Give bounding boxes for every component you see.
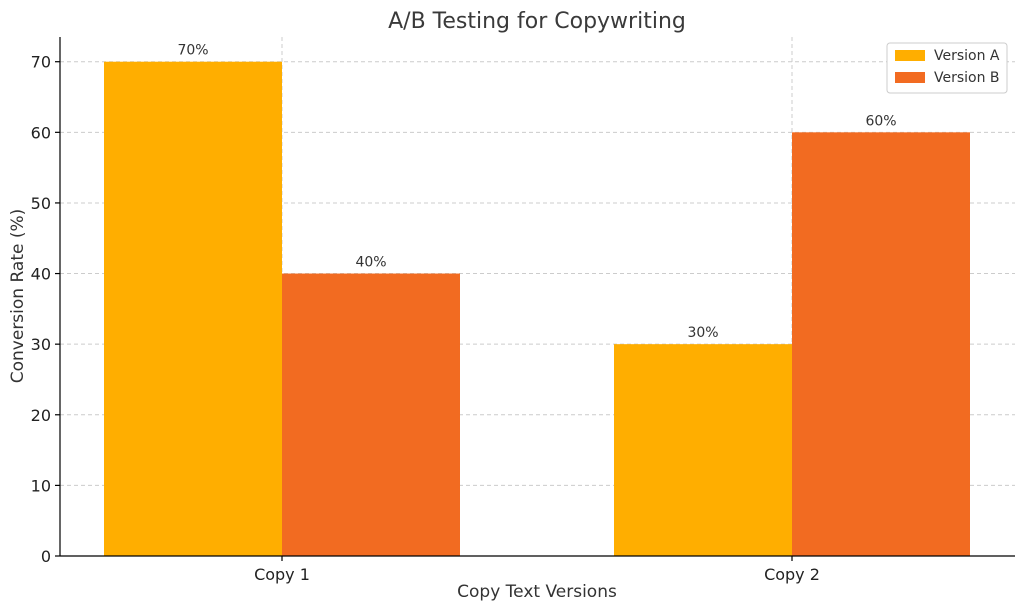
chart-title: A/B Testing for Copywriting: [388, 9, 686, 34]
legend: Version A Version B: [886, 42, 1008, 94]
ticks-layer: 0 10 20 30 40 50 60 70 Copy 1 Copy 2: [31, 53, 820, 584]
bar-value-label: 70%: [177, 43, 208, 59]
bars-layer: [104, 61, 970, 556]
y-tick-label: 30: [31, 335, 51, 354]
legend-swatch-version-a: [895, 50, 925, 61]
x-tick-label: Copy 1: [254, 565, 310, 584]
bar-value-label: 30%: [687, 325, 718, 341]
y-tick-label: 70: [31, 53, 51, 72]
x-tick-label: Copy 2: [764, 565, 820, 584]
bar: [104, 61, 282, 556]
y-tick-label: 10: [31, 476, 51, 495]
legend-swatch-version-b: [895, 72, 925, 83]
axes-layer: [59, 37, 1015, 557]
y-tick-label: 60: [31, 123, 51, 142]
bar-value-label: 40%: [355, 255, 386, 271]
x-axis-title: Copy Text Versions: [457, 582, 617, 602]
bar-value-label: 60%: [865, 113, 896, 129]
bar: [614, 344, 792, 556]
bar: [792, 132, 970, 556]
y-tick-label: 20: [31, 406, 51, 425]
data-labels-layer: 70% 30% 40% 60%: [177, 43, 896, 341]
legend-label-version-b: Version B: [934, 70, 1000, 86]
y-tick-label: 50: [31, 194, 51, 213]
bar: [282, 273, 460, 556]
y-tick-label: 0: [41, 547, 51, 566]
y-axis-title: Conversion Rate (%): [8, 209, 28, 384]
legend-label-version-a: Version A: [934, 48, 1000, 64]
y-tick-label: 40: [31, 265, 51, 284]
